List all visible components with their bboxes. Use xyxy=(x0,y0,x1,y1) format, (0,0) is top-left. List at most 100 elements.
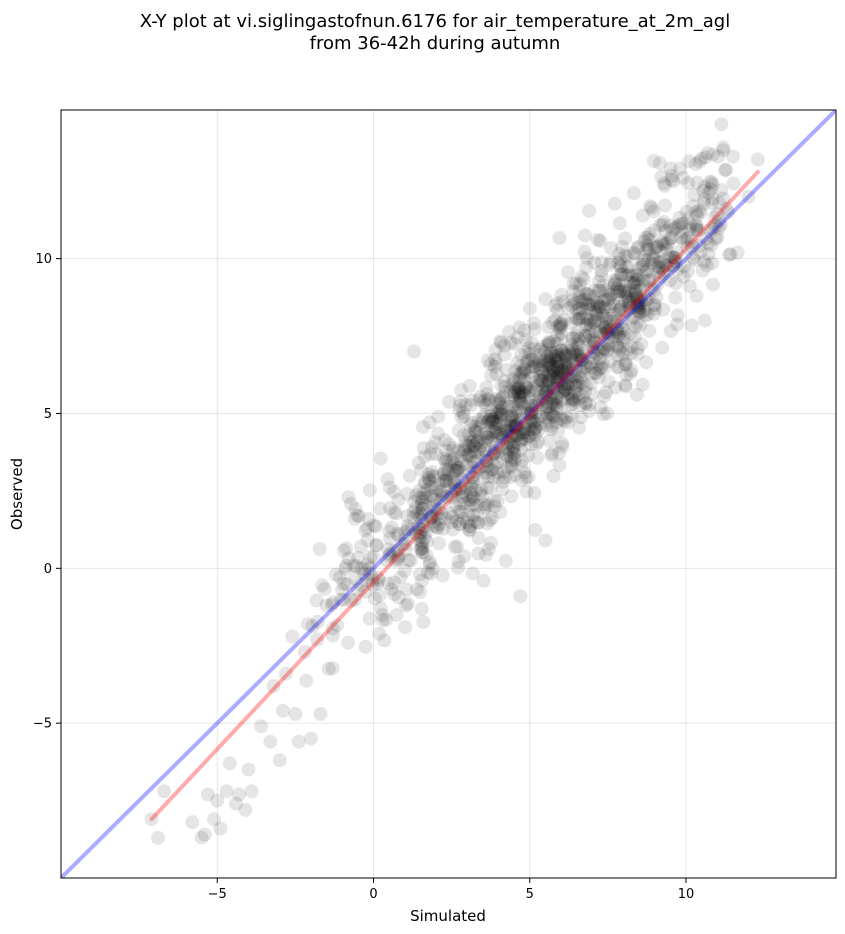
scatter-point xyxy=(491,406,506,421)
scatter-point xyxy=(599,319,614,334)
scatter-point xyxy=(464,492,479,507)
scatter-point xyxy=(457,549,472,564)
scatter-point xyxy=(521,341,536,356)
scatter-point xyxy=(584,313,599,327)
scatter-point xyxy=(541,414,556,429)
scatter-point xyxy=(460,448,475,462)
scatter-point xyxy=(587,335,602,349)
scatter-point xyxy=(549,398,564,413)
scatter-point xyxy=(419,548,434,562)
scatter-point xyxy=(564,338,579,352)
scatter-point xyxy=(500,436,515,451)
scatter-point xyxy=(384,582,399,597)
scatter-point xyxy=(684,318,699,333)
scatter-point xyxy=(564,349,579,364)
scatter-point xyxy=(553,401,568,416)
scatter-point xyxy=(573,294,588,308)
scatter-point xyxy=(357,566,372,581)
scatter-point xyxy=(435,490,450,505)
scatter-point xyxy=(509,428,524,443)
scatter-point xyxy=(561,301,576,316)
scatter-point xyxy=(495,431,510,445)
scatter-point xyxy=(346,558,361,573)
scatter-point xyxy=(704,238,719,253)
scatter-point xyxy=(668,276,683,291)
scatter-point xyxy=(714,183,729,198)
scatter-point xyxy=(643,199,657,214)
scatter-point xyxy=(690,219,705,234)
scatter-point xyxy=(395,537,410,552)
scatter-point xyxy=(501,399,516,414)
scatter-point xyxy=(423,566,438,581)
scatter-point xyxy=(386,544,401,559)
scatter-point xyxy=(427,469,442,484)
scatter-point xyxy=(554,287,569,302)
scatter-point xyxy=(517,363,532,378)
scatter-point xyxy=(480,516,495,531)
scatter-point xyxy=(445,490,460,504)
scatter-point xyxy=(596,407,611,422)
scatter-point xyxy=(582,397,597,412)
scatter-point xyxy=(526,424,541,439)
scatter-point xyxy=(416,420,430,434)
scatter-point xyxy=(623,366,638,381)
scatter-point xyxy=(232,787,247,802)
scatter-point xyxy=(527,422,542,437)
scatter-point xyxy=(510,421,524,436)
scatter-point xyxy=(617,303,632,318)
scatter-point xyxy=(595,294,610,309)
scatter-point xyxy=(641,291,656,306)
scatter-point xyxy=(563,347,578,362)
scatter-point xyxy=(716,143,731,158)
scatter-point xyxy=(610,313,624,328)
scatter-point xyxy=(347,511,362,526)
scatter-point xyxy=(479,380,494,395)
scatter-point xyxy=(463,485,478,500)
scatter-point xyxy=(452,482,467,497)
scatter-point xyxy=(382,548,397,563)
scatter-point xyxy=(426,514,441,529)
scatter-point xyxy=(466,470,481,485)
scatter-point xyxy=(611,255,626,270)
scatter-point xyxy=(413,528,428,543)
scatter-point xyxy=(418,497,433,512)
scatter-point xyxy=(695,263,710,278)
scatter-point xyxy=(454,410,469,425)
scatter-point xyxy=(514,396,529,411)
scatter-point xyxy=(550,371,565,386)
scatter-point xyxy=(362,561,377,575)
scatter-point xyxy=(554,372,569,387)
scatter-point xyxy=(621,342,636,357)
scatter-point xyxy=(701,236,716,251)
scatter-point xyxy=(634,337,649,352)
scatter-point xyxy=(483,408,498,423)
scatter-point xyxy=(506,440,521,455)
scatter-point xyxy=(334,592,349,607)
scatter-point xyxy=(554,326,569,341)
scatter-point xyxy=(626,275,641,290)
scatter-point xyxy=(476,411,490,425)
scatter-point xyxy=(447,451,461,466)
scatter-point xyxy=(448,498,463,513)
scatter-point xyxy=(563,370,578,385)
scatter-point xyxy=(550,357,565,372)
scatter-point xyxy=(570,325,585,340)
scatter-point xyxy=(531,424,546,439)
scatter-point xyxy=(493,505,508,520)
scatter-point xyxy=(524,398,539,413)
scatter-point xyxy=(525,403,540,417)
scatter-point xyxy=(690,208,705,223)
scatter-point xyxy=(238,802,253,817)
scatter-point xyxy=(347,592,362,607)
scatter-point xyxy=(500,460,515,475)
scatter-point xyxy=(504,489,519,504)
scatter-point xyxy=(628,275,643,290)
scatter-point xyxy=(556,346,571,361)
scatter-point xyxy=(629,290,644,305)
scatter-point xyxy=(477,407,492,422)
scatter-point xyxy=(719,162,734,177)
scatter-point xyxy=(414,522,429,537)
scatter-point xyxy=(630,297,645,312)
scatter-point xyxy=(361,512,376,526)
scatter-point xyxy=(382,480,397,495)
